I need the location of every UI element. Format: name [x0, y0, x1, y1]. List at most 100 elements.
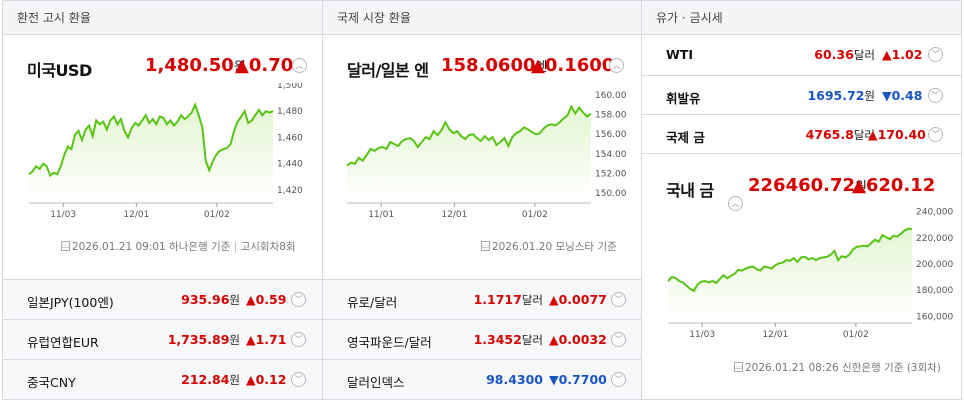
list-item[interactable]: 중국CNY 212.84원 ▲0.12 ﹀: [3, 359, 322, 399]
chevron-down-icon[interactable]: ﹀: [611, 292, 626, 307]
chevron-down-icon[interactable]: ﹀: [291, 292, 306, 307]
document-icon: [734, 362, 743, 372]
jpy-main-row[interactable]: 달러/일본 엔 158.0600엔 ▲0.1600 ︿: [323, 51, 641, 81]
commodity-panel-title: 유가 · 금시세: [642, 1, 961, 35]
jpy-chart: 150.00 152.00 154.00 156.00 158.00 160.00 11/0…: [346, 91, 627, 220]
row-name: 유로/달러: [347, 295, 398, 310]
x-tick-label: 01/02: [204, 210, 230, 220]
x-tick-label: 12/01: [123, 210, 149, 220]
x-tick-label: 12/01: [441, 210, 467, 220]
row-value: 1.1717달러: [473, 292, 543, 307]
usd-main-row[interactable]: 미국USD 1,480.50원 ▲0.70 ︿: [3, 51, 322, 81]
gold-chart: 160,000 180,000 200,000 220,000 240,000 11/03…: [667, 208, 953, 340]
chevron-down-icon[interactable]: ﹀: [611, 332, 626, 347]
row-name: 중국CNY: [27, 375, 76, 390]
x-tick-label: 01/02: [843, 330, 869, 340]
chevron-down-icon[interactable]: ﹀: [291, 372, 306, 387]
chevron-down-icon[interactable]: ﹀: [928, 88, 943, 103]
series-line: [28, 101, 274, 178]
y-tick-label: 154.00: [595, 150, 627, 160]
list-item[interactable]: 국제 금 4765.8달러 ▲170.40 ﹀: [642, 114, 961, 152]
intl-footnote: 2026.01.20 모닝스타 기준: [481, 239, 617, 254]
y-tick-label: 1,500: [277, 83, 303, 91]
row-change: ▲170.40: [868, 127, 926, 142]
list-item[interactable]: 유로/달러 1.1717달러 ▲0.0077 ﹀: [323, 279, 641, 319]
y-tick-label: 1,440: [277, 160, 303, 170]
commodity-footnote: 2026.01.21 08:26 신한은행 기준 (3회차): [734, 360, 941, 375]
intl-rate-panel: 국제 시장 환율 달러/일본 엔 158.0600엔 ▲0.1600 ︿ 150…: [322, 0, 642, 400]
intl-panel-title: 국제 시장 환율: [323, 1, 641, 35]
row-change: ▲1.02: [882, 47, 923, 62]
row-name: 일본JPY(100엔): [27, 295, 114, 310]
jpy-value: 158.0600엔: [441, 55, 548, 76]
series-line: [667, 227, 913, 293]
y-tick-label: 152.00: [595, 170, 627, 180]
row-name: 휘발유: [666, 91, 701, 106]
row-value: 212.84원: [181, 372, 240, 387]
y-tick-label: 160.00: [595, 91, 627, 101]
row-value: 4765.8달러: [805, 127, 875, 142]
y-tick-label: 220,000: [916, 234, 953, 244]
row-value: 1695.72원: [807, 88, 875, 103]
x-tick-label: 11/03: [689, 330, 715, 340]
document-icon: [481, 241, 490, 251]
domestic-gold-section: 국내 금 226460.72원 ▲620.12 ︿: [642, 153, 961, 399]
y-tick-label: 180,000: [916, 286, 953, 296]
row-value: 1,735.89원: [167, 332, 240, 347]
gold-main-row[interactable]: 국내 금 226460.72원 ▲620.12 ︿: [642, 171, 961, 211]
list-item[interactable]: 유럽연합EUR 1,735.89원 ▲1.71 ﹀: [3, 319, 322, 359]
exchange-panel-title: 환전 고시 환율: [3, 1, 322, 35]
row-name: WTI: [666, 47, 693, 62]
gold-value: 226460.72원: [748, 175, 868, 196]
chevron-up-icon[interactable]: ︿: [609, 58, 624, 73]
row-change: ▼0.48: [882, 88, 923, 103]
usd-change: ▲0.70: [235, 55, 294, 76]
y-tick-label: 150.00: [595, 189, 627, 199]
x-tick-label: 12/01: [762, 330, 788, 340]
row-name: 영국파운드/달러: [347, 335, 432, 350]
document-icon: [61, 241, 70, 251]
row-value: 60.36달러: [814, 47, 875, 62]
row-name: 유럽연합EUR: [27, 335, 99, 350]
row-change: ▲1.71: [246, 332, 287, 347]
list-item[interactable]: 영국파운드/달러 1.3452달러 ▲0.0032 ﹀: [323, 319, 641, 359]
list-item[interactable]: 달러인덱스 98.4300 ▼0.7700 ﹀: [323, 359, 641, 399]
list-item[interactable]: 휘발유 1695.72원 ▼0.48 ﹀: [642, 75, 961, 113]
y-tick-label: 1,480: [277, 107, 303, 117]
row-value: 935.96원: [181, 292, 240, 307]
row-change: ▲0.12: [246, 372, 287, 387]
y-tick-label: 160,000: [916, 312, 953, 322]
series-line: [346, 104, 592, 167]
row-change: ▲0.0077: [549, 292, 607, 307]
chevron-down-icon[interactable]: ﹀: [928, 47, 943, 62]
chevron-up-icon[interactable]: ︿: [292, 58, 307, 73]
list-item[interactable]: WTI 60.36달러 ▲1.02 ﹀: [642, 35, 961, 73]
jpy-change: ▲0.1600: [531, 55, 615, 76]
exchange-footnote: 2026.01.21 09:01 하나은행 기준 | 고시회차8회: [61, 239, 296, 254]
exchange-rate-panel: 환전 고시 환율 미국USD 1,480.50원 ▲0.70 ︿ 1,420 1,…: [2, 0, 323, 400]
row-name: 달러인덱스: [347, 375, 405, 390]
y-tick-label: 1,420: [277, 186, 303, 196]
y-tick-label: 240,000: [916, 208, 953, 218]
notice-count: 고시회차8회: [240, 241, 296, 253]
jpy-name: 달러/일본 엔: [347, 61, 429, 80]
chevron-down-icon[interactable]: ﹀: [611, 372, 626, 387]
commodity-panel: 유가 · 금시세 WTI 60.36달러 ▲1.02 ﹀ 휘발유 1695.72…: [641, 0, 962, 400]
y-tick-label: 200,000: [916, 260, 953, 270]
chevron-up-icon[interactable]: ︿: [728, 196, 743, 211]
chart-area-fill: [668, 228, 912, 323]
row-change: ▲0.0032: [549, 332, 607, 347]
row-name: 국제 금: [666, 130, 705, 145]
chevron-down-icon[interactable]: ﹀: [291, 332, 306, 347]
row-change: ▲0.59: [246, 292, 287, 307]
usd-value: 1,480.50원: [145, 55, 246, 76]
gold-change: ▲620.12: [852, 175, 936, 196]
y-tick-label: 1,460: [277, 133, 303, 143]
x-tick-label: 11/03: [50, 210, 76, 220]
y-tick-label: 156.00: [595, 130, 627, 140]
x-tick-label: 01/02: [522, 210, 548, 220]
list-item[interactable]: 일본JPY(100엔) 935.96원 ▲0.59 ﹀: [3, 279, 322, 319]
row-value: 1.3452달러: [473, 332, 543, 347]
x-tick-label: 11/01: [368, 210, 394, 220]
chevron-down-icon[interactable]: ﹀: [928, 127, 943, 142]
